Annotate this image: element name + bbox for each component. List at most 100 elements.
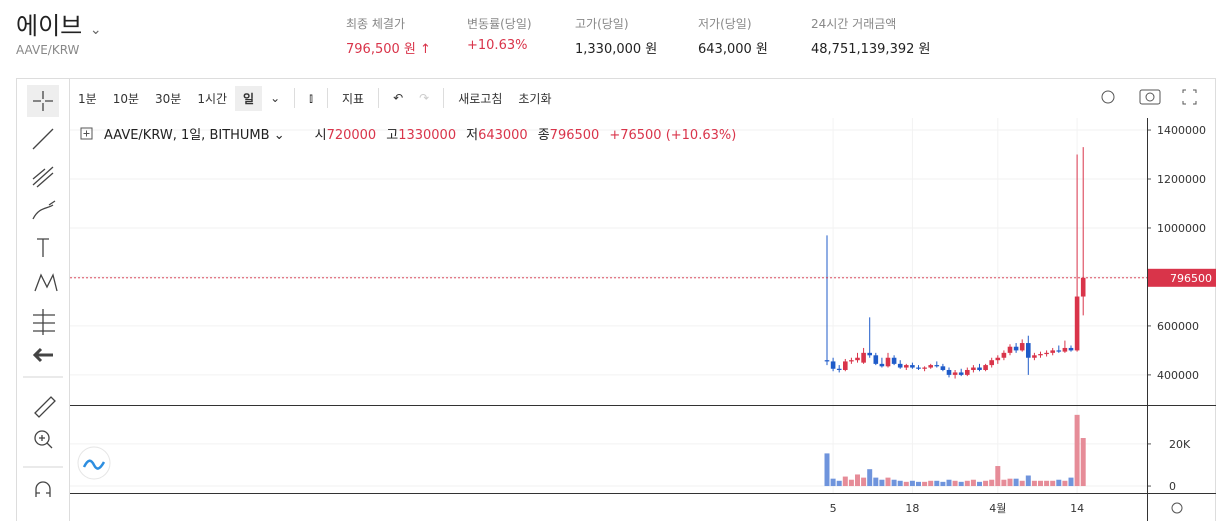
sep [443, 88, 445, 108]
volume-bar [970, 479, 976, 487]
stat-label: 변동률(당일) [467, 17, 532, 31]
candle-body [1001, 352, 1007, 358]
symbol-dropdown: ⌄ [270, 128, 285, 143]
stat-value: 48,751,139,392 원 [811, 42, 931, 57]
volume-bar [928, 480, 934, 487]
interval-button[interactable]: 일 [235, 85, 263, 111]
candle-body [1062, 347, 1068, 352]
candle-body [879, 363, 885, 367]
crosshair-tool[interactable] [33, 91, 53, 111]
candle-body [916, 367, 921, 369]
candle-body [910, 365, 915, 368]
volume-bar [1062, 480, 1068, 487]
measure-tool[interactable] [33, 309, 55, 335]
volume-bar [1025, 475, 1031, 487]
candle-body [922, 367, 927, 369]
title-text: 에이브 [16, 12, 83, 40]
drawing-toolbar [17, 79, 70, 521]
undo-button[interactable]: ↶ [393, 91, 404, 105]
x-tick-label: 4월 [989, 502, 1006, 515]
volume-bar [989, 479, 995, 487]
stat-value: 643,000 원 [698, 42, 768, 57]
coin-title[interactable]: 에이브 ⌄ [16, 12, 102, 40]
interval-button[interactable]: 10분 [112, 91, 139, 106]
settings-icon[interactable] [1171, 502, 1183, 514]
candle-body [1026, 343, 1031, 358]
volume-bar [1044, 480, 1050, 487]
fullscreen-button[interactable] [1182, 89, 1197, 105]
volume-bar [1013, 478, 1019, 487]
fib-tool[interactable] [32, 166, 54, 188]
candle-body [1050, 350, 1055, 353]
ruler-tool[interactable] [34, 396, 56, 418]
zoom-icon [39, 435, 53, 449]
candle-body [946, 369, 952, 375]
volume-bar [1056, 479, 1062, 487]
volume-bar [909, 480, 915, 487]
zoom-tool[interactable] [34, 430, 50, 446]
up-arrow: ↑ [415, 42, 431, 57]
volume-bar [934, 480, 940, 487]
x-tick-label: 5 [830, 502, 837, 515]
candle-body [1044, 352, 1049, 355]
candle-type-button[interactable]: ⫾ [309, 90, 313, 105]
legend-toggle[interactable] [80, 127, 93, 140]
candle-body [977, 367, 982, 370]
price-tag [1148, 268, 1216, 287]
ohlc-label: 시 [315, 128, 327, 143]
y-tick-label: 600000 [1157, 320, 1199, 333]
candle-body [830, 361, 836, 369]
back-tool[interactable] [32, 347, 53, 363]
magnet-tool[interactable] [35, 481, 51, 497]
volume-bar [940, 481, 946, 487]
chart: 4000006000008000001000000120000014000000… [70, 118, 1216, 521]
line-tool[interactable] [32, 128, 54, 150]
reset-button[interactable]: 초기화 [518, 91, 552, 106]
interval-button[interactable]: 30분 [155, 91, 182, 106]
chart-actions [1101, 89, 1197, 105]
volume-bar [952, 480, 958, 487]
volume-bar [983, 480, 989, 487]
candle-body [1056, 350, 1062, 352]
sep [326, 88, 328, 108]
candle-body [952, 372, 958, 375]
candle-body [861, 352, 866, 363]
volume-bar [873, 477, 879, 487]
refresh-button[interactable]: 새로고침 [458, 91, 503, 106]
screenshot-button[interactable] [1139, 89, 1161, 105]
candle-body [958, 372, 964, 375]
volume-bar [1074, 414, 1080, 487]
volume-bar [861, 477, 867, 487]
volume-bar [903, 481, 909, 487]
candle-body [1032, 355, 1037, 358]
volume-bar [824, 453, 830, 487]
interval-button[interactable]: 1시간 [197, 91, 228, 106]
brush-tool[interactable] [32, 200, 56, 220]
candle-body [1038, 354, 1043, 356]
settings-button[interactable] [1101, 90, 1115, 104]
legend-toggle-plus [83, 130, 90, 137]
interval-button[interactable]: 1분 [78, 91, 97, 106]
y-tick-label: 0 [1169, 480, 1176, 493]
candle-body [995, 357, 1001, 361]
redo-button[interactable]: ↷ [419, 91, 430, 105]
ohlc-value: 1330000 [398, 128, 456, 143]
y-tick-label: 1000000 [1157, 222, 1206, 235]
volume-bar [867, 469, 873, 487]
volume-bar [885, 477, 891, 487]
stat-value: +10.63% [467, 38, 528, 53]
text-tool[interactable] [37, 238, 49, 257]
interval-dropdown[interactable]: ⌄ [270, 91, 281, 105]
candle-body [904, 365, 909, 368]
pattern-tool[interactable] [34, 273, 58, 292]
candle-body [867, 352, 872, 356]
symbol: AAVE/KRW, 1일, BITHUMB [104, 128, 270, 143]
x-tick-label: 18 [905, 502, 919, 515]
candle-body [1007, 346, 1013, 353]
sep [378, 88, 380, 108]
stat-value: 1,330,000 원 [575, 42, 658, 57]
stat: 고가(당일) 1,330,000 원 [575, 15, 657, 57]
indicator-button[interactable]: 지표 [341, 91, 365, 106]
volume-bar [977, 481, 982, 487]
